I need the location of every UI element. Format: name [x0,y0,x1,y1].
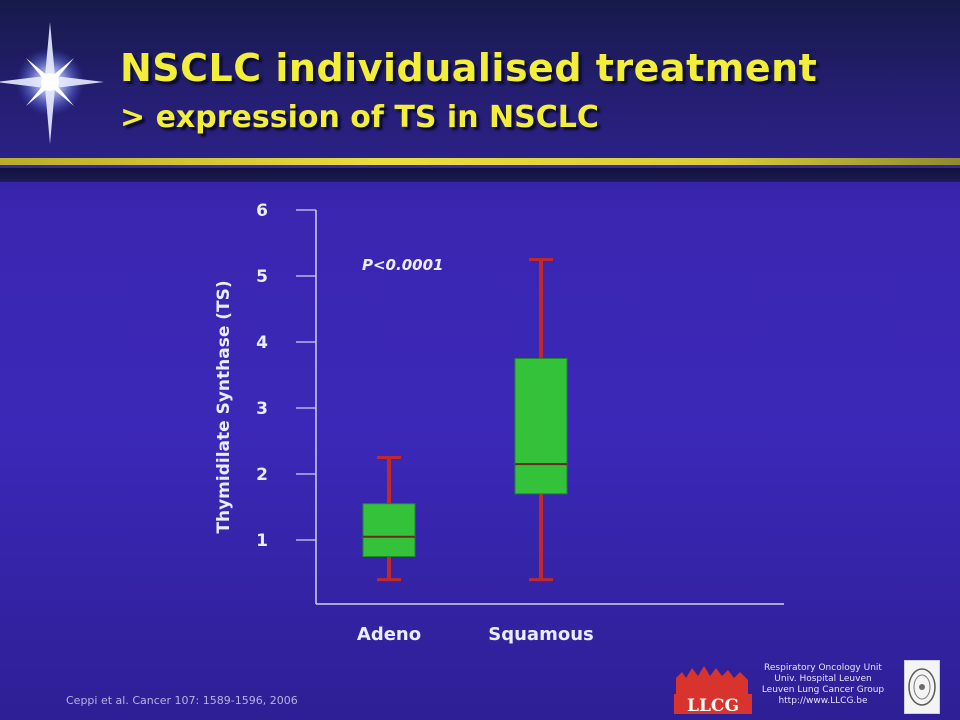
box-adeno [362,456,416,582]
y-ticks: 1 2 3 4 5 6 [256,201,316,551]
slide-title: NSCLC individualised treatment [120,46,818,90]
logo-caption: Respiratory Oncology Unit Univ. Hospital… [748,663,898,707]
logo-caption-line: Univ. Hospital Leuven [774,674,872,684]
y-tick-label: 3 [256,399,268,419]
y-tick-label: 5 [256,267,268,287]
y-tick-label: 2 [256,465,268,485]
iqr-box [362,503,416,558]
x-tick-labels: Adeno Squamous [357,624,594,645]
starburst-icon [0,22,104,144]
logo-caption-line: http://www.LLCG.be [778,696,868,706]
slide-subtitle: > expression of TS in NSCLC [120,100,599,135]
iqr-box [514,358,568,495]
logo-caption-line: Respiratory Oncology Unit [764,663,882,673]
llcg-logo: LLCG [674,666,752,716]
y-axis-label: Thymidilate Synthase (TS) [214,280,234,533]
y-tick-label: 1 [256,531,268,551]
p-value-annotation: P<0.0001 [362,256,443,274]
logo-caption-line: Leuven Lung Cancer Group [761,685,885,695]
y-tick-label: 6 [256,201,268,221]
box-squamous [514,258,568,582]
box-series [362,258,568,582]
citation: Ceppi et al. Cancer 107: 1589-1596, 2006 [66,694,298,707]
boxplot-chart: 1 2 3 4 5 6 Adeno Squamous Thymidilate Synthas… [214,201,784,645]
x-tick-label: Squamous [488,624,593,645]
y-tick-label: 4 [256,333,268,353]
x-tick-label: Adeno [357,624,421,645]
title-shadow-band [0,168,960,182]
university-seal-icon [904,660,940,714]
header-band [0,0,960,165]
logo-letters: LLCG [687,696,739,716]
title-underline [0,158,960,165]
